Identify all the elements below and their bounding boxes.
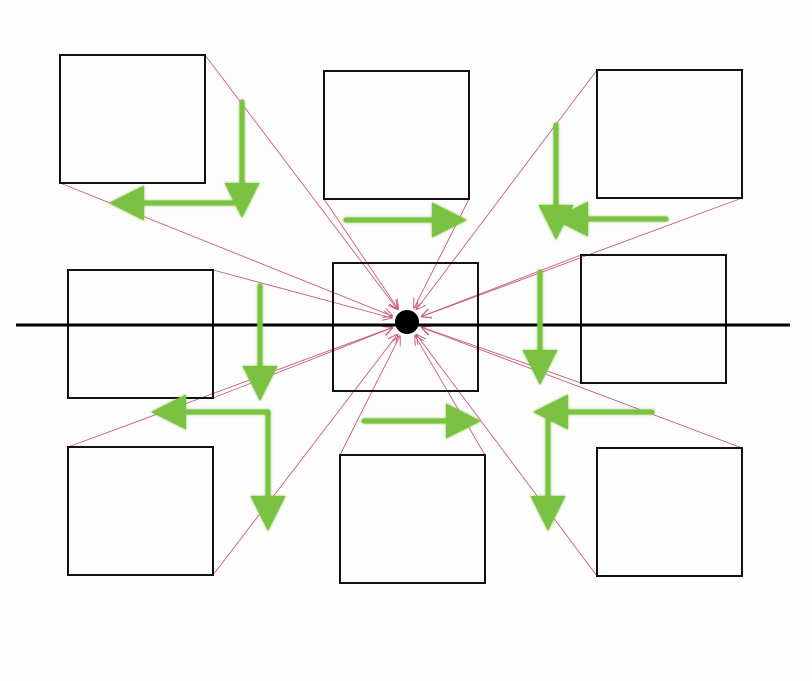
box-top-left: [59, 54, 206, 184]
box-top-center: [323, 70, 470, 200]
convergence-line-middle-right-tl: [422, 254, 582, 316]
vanishing-point: [395, 310, 419, 334]
convergence-line-top-center-bl: [323, 198, 398, 309]
box-bottom-left: [67, 446, 214, 576]
convergence-line-bottom-right-bl: [417, 335, 598, 577]
convergence-line-top-right-tl: [417, 69, 598, 309]
convergence-line-middle-left-br: [212, 328, 392, 399]
convergence-lines: [59, 54, 743, 577]
convergence-line-bottom-center-tr: [415, 336, 486, 456]
box-middle-right: [580, 254, 727, 384]
convergence-line-top-left-tr: [204, 54, 397, 309]
convergence-line-bottom-right-tr: [422, 328, 743, 449]
convergence-line-bottom-left-tl: [67, 328, 392, 448]
box-top-right: [596, 69, 743, 199]
horizon-line-group: [16, 310, 790, 334]
box-middle-left: [67, 269, 214, 399]
box-bottom-center: [339, 454, 486, 584]
convergence-line-bottom-center-tl: [339, 336, 400, 456]
boxes: [59, 54, 743, 584]
box-bottom-right: [596, 447, 743, 577]
box-center: [332, 262, 479, 392]
convergence-line-top-right-br: [422, 197, 743, 316]
direction-arrows: [109, 99, 669, 531]
convergence-line-bottom-left-br: [212, 335, 397, 576]
convergence-line-middle-left-tr: [212, 269, 392, 318]
convergence-line-top-center-br: [414, 198, 470, 308]
